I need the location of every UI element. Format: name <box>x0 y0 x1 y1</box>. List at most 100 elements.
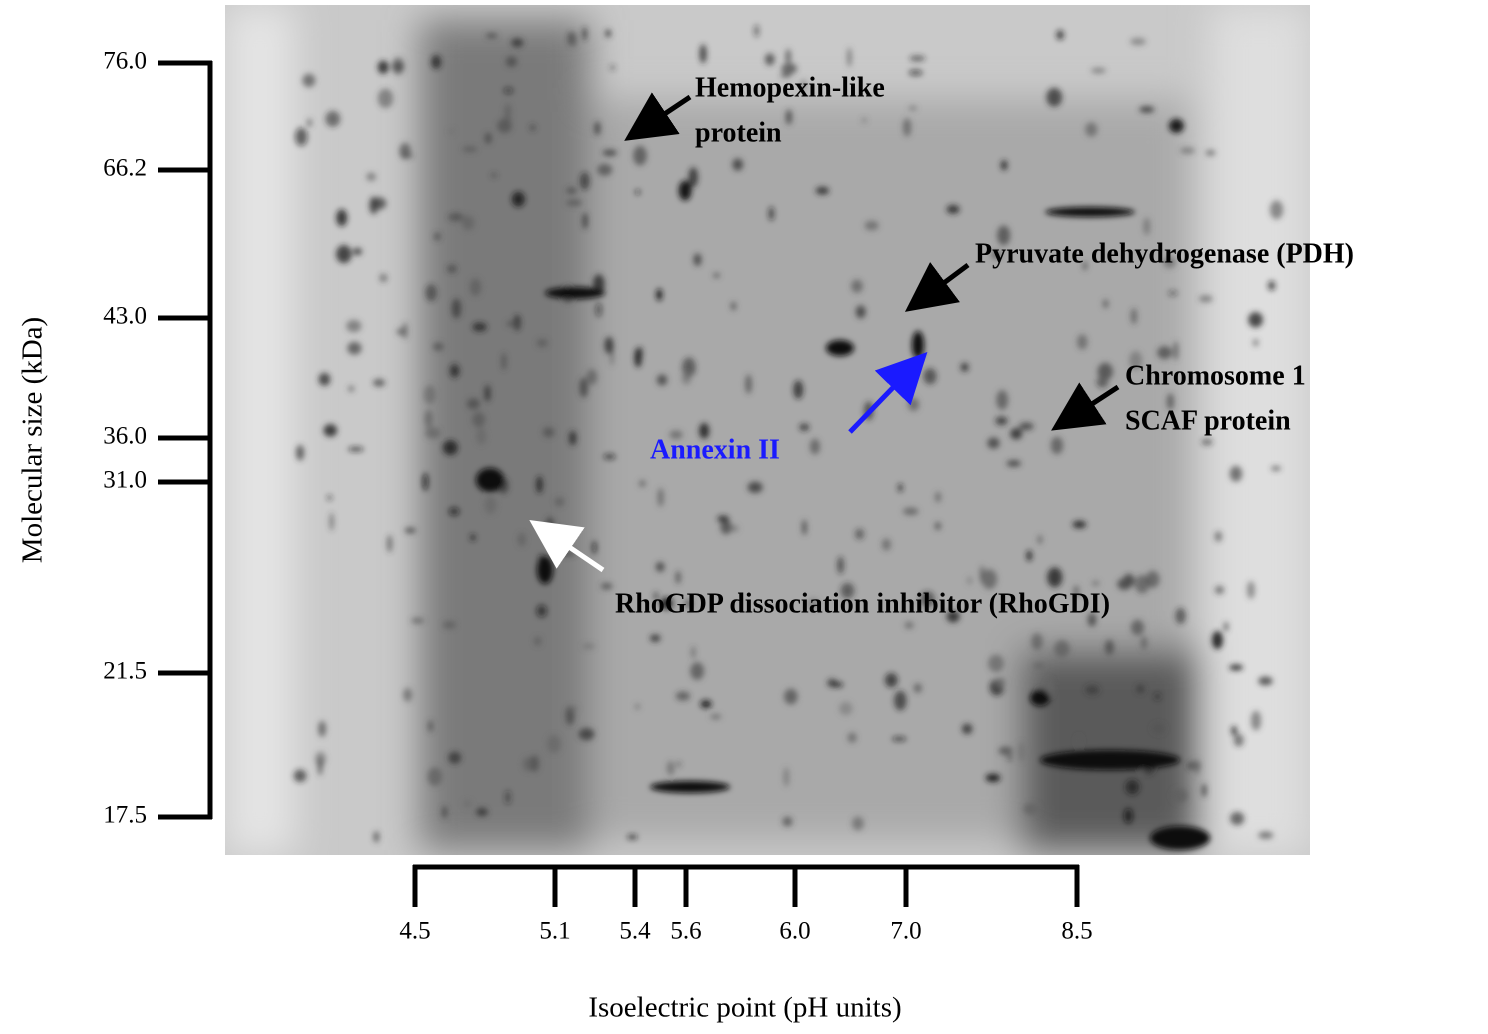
gel-spot <box>745 374 752 394</box>
gel-spot <box>1258 831 1274 839</box>
gel-spot <box>1019 422 1034 431</box>
gel-spot <box>369 196 379 215</box>
gel-spot <box>536 604 547 618</box>
gel-spot <box>466 398 480 410</box>
gel-spot <box>1134 574 1150 594</box>
gel-spot <box>713 273 720 278</box>
gel-spot <box>826 678 838 687</box>
gel-spot <box>318 372 331 386</box>
gel-spot <box>997 225 1011 246</box>
gel-spot <box>293 769 307 783</box>
x-tick-label: 5.6 <box>670 918 701 945</box>
gel-spot <box>336 209 348 227</box>
gel-spot <box>730 525 739 532</box>
y-tick-label: 31.0 <box>103 467 147 494</box>
gel-spot <box>327 495 332 501</box>
annotation: Hemopexin-like <box>695 72 885 103</box>
gel-spot <box>669 430 683 440</box>
gel-spot <box>399 142 411 160</box>
gel-spot <box>991 250 1002 259</box>
gel-spot <box>656 288 663 301</box>
gel-spot <box>511 38 524 48</box>
gel-spot <box>1032 662 1045 669</box>
gel-spot <box>484 495 497 515</box>
gel-spot <box>1175 607 1186 625</box>
gel-spot <box>1154 693 1161 700</box>
gel-spot <box>348 446 364 452</box>
annotation: Chromosome 1 <box>1125 360 1306 391</box>
gel-spot <box>768 206 774 221</box>
gel-spot <box>1157 346 1172 360</box>
gel-spot <box>666 760 675 776</box>
gel-spot <box>411 618 425 624</box>
gel-spot <box>485 33 498 38</box>
gel-spot <box>809 438 820 455</box>
gel-spot <box>295 444 305 461</box>
gel-spot <box>904 621 914 629</box>
gel-spot <box>635 703 640 710</box>
gel-spot <box>306 118 312 128</box>
gel-spot <box>1201 438 1213 446</box>
gel-spot <box>847 47 852 67</box>
gel-spot <box>503 87 514 94</box>
gel-spot <box>569 706 578 712</box>
y-tick-label: 36.0 <box>103 423 147 450</box>
gel-spot <box>754 24 759 38</box>
gel-spot <box>1246 581 1255 599</box>
gel-spot <box>1230 811 1245 826</box>
gel-spot <box>891 736 907 741</box>
gel-spot <box>505 790 511 805</box>
gel-spot <box>1056 30 1064 40</box>
gel-spot <box>377 60 389 74</box>
gel-spot <box>582 212 588 230</box>
gel-spot <box>881 538 891 551</box>
gel-spot <box>302 73 316 88</box>
gel-spot <box>660 597 673 610</box>
gel-spot <box>898 483 903 492</box>
gel-spot <box>1037 535 1043 545</box>
gel-spot <box>799 79 807 91</box>
gel-spot <box>837 556 844 574</box>
gel-spot <box>403 688 413 702</box>
gel-spot <box>603 454 616 460</box>
gel-spot <box>1077 334 1088 350</box>
gel-spot <box>530 755 540 772</box>
gel-spot <box>988 654 1004 673</box>
gel-spot <box>799 423 810 431</box>
x-tick-label: 4.5 <box>399 918 430 945</box>
gel-spot <box>1194 759 1200 776</box>
gel-spot <box>1130 308 1138 325</box>
gel-spot <box>427 767 443 786</box>
gel-spot <box>785 49 792 65</box>
arrow <box>529 519 605 573</box>
x-tick-label: 7.0 <box>890 918 921 945</box>
gel-spot <box>448 507 460 516</box>
gel-spot <box>864 220 879 231</box>
gel-spot <box>592 540 597 555</box>
gel-spot <box>1072 520 1087 529</box>
gel-spot <box>579 377 588 398</box>
annotation: RhoGDP dissociation inhibitor (RhoGDI) <box>615 588 1110 619</box>
arrow <box>1051 382 1120 431</box>
gel-spot <box>691 645 696 659</box>
gel-spot <box>782 816 793 827</box>
arrow <box>624 92 692 141</box>
gel-spot <box>802 519 807 536</box>
gel-spot <box>784 688 798 705</box>
gel-spot <box>655 562 665 572</box>
gel-spot <box>1269 200 1284 220</box>
y-axis-title: Molecular size (kDa) <box>17 317 49 563</box>
annotation: SCAF protein <box>1125 405 1291 436</box>
gel-spot <box>946 610 960 623</box>
gel-spot <box>566 187 577 194</box>
y-tick-label: 76.0 <box>103 48 147 75</box>
x-tick-label: 6.0 <box>779 918 810 945</box>
gel-spot <box>423 385 436 405</box>
gel-spot <box>854 528 865 540</box>
gel-spot <box>1253 339 1259 347</box>
gel-spot <box>347 341 362 355</box>
gel-spot <box>391 57 405 75</box>
gel-spot <box>780 73 792 78</box>
gel-spot <box>431 55 442 70</box>
gel-spot <box>546 734 561 754</box>
